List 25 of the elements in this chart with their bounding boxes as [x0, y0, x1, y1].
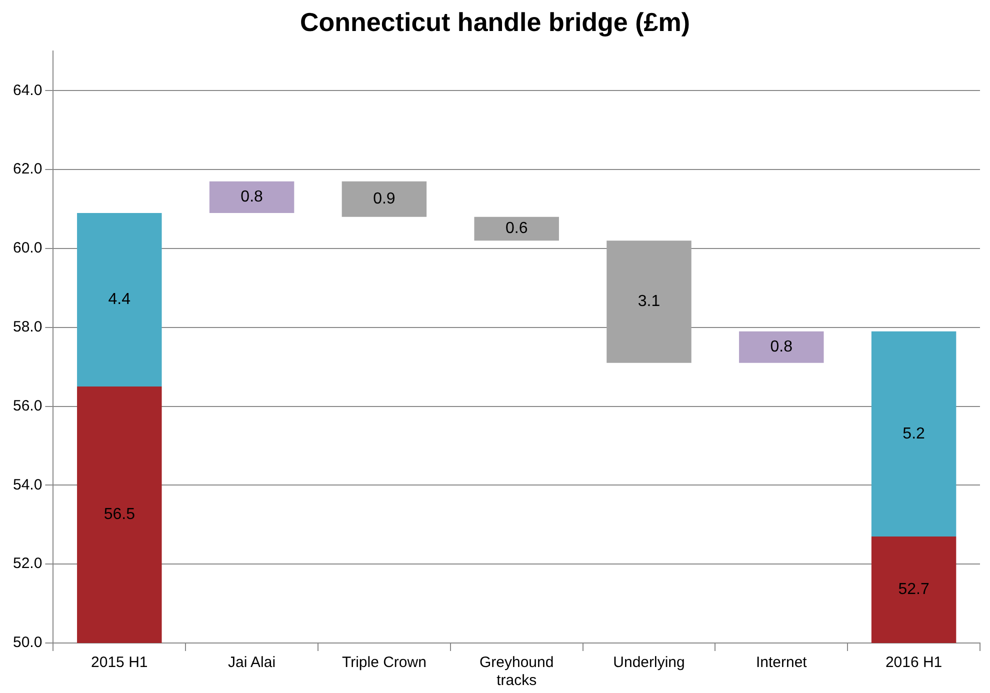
x-tick-label: Triple Crown — [342, 654, 426, 672]
y-tick-label: 62.0 — [12, 160, 42, 178]
data-label: 52.7 — [898, 581, 930, 598]
y-tick-label: 64.0 — [12, 82, 42, 99]
data-label: 0.9 — [373, 190, 396, 208]
data-label: 3.1 — [638, 293, 660, 310]
y-tick-label: 50.0 — [12, 634, 42, 652]
data-label: 56.5 — [104, 506, 136, 524]
x-tick-label: Underlying — [613, 654, 685, 672]
data-label: 5.2 — [902, 425, 926, 442]
y-tick-label: 56.0 — [12, 397, 42, 414]
data-label: 0.6 — [505, 220, 528, 238]
y-tick-label: 60.0 — [12, 240, 42, 257]
data-label: 0.8 — [240, 188, 264, 206]
x-tick-label: 2016 H1 — [885, 654, 942, 672]
y-tick-label: 52.0 — [12, 555, 42, 572]
chart-title: Connecticut handle bridge (£m) — [300, 6, 690, 37]
y-tick-label: 58.0 — [12, 318, 42, 336]
x-tick-label: 2015 H1 — [91, 654, 148, 672]
x-tick-label: Internet — [756, 654, 808, 672]
data-label: 4.4 — [108, 291, 131, 308]
data-label: 0.8 — [770, 338, 793, 356]
x-tick-label: Greyhound tracks — [479, 654, 554, 690]
x-tick-label: Jai Alai — [228, 654, 276, 672]
y-tick-label: 54.0 — [12, 476, 42, 494]
